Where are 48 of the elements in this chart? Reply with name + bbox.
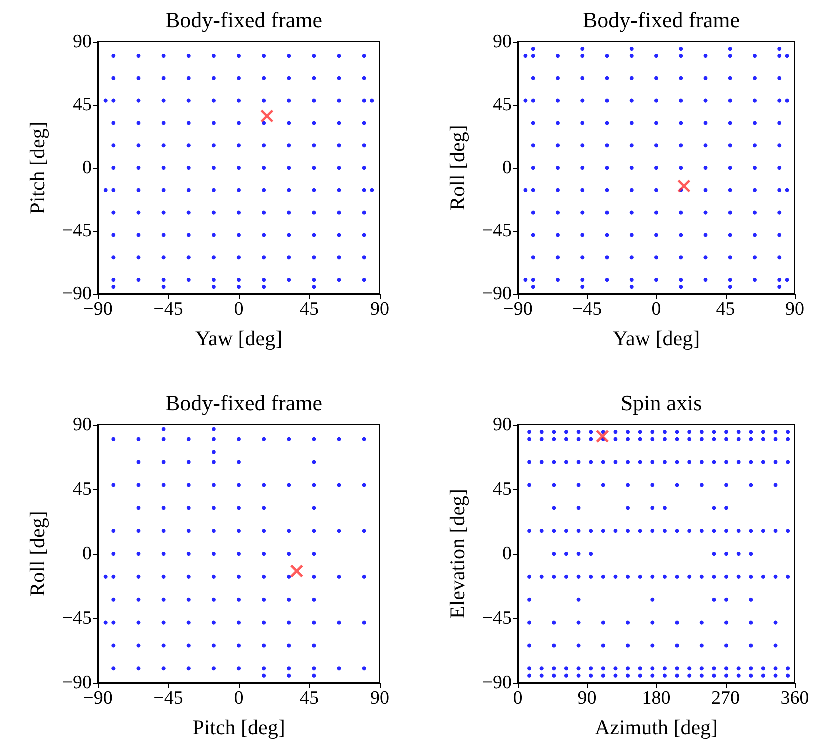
x-tick-label: 90 [370,688,390,709]
y-tick-label: 90 [73,32,92,52]
x-tick-label: 0 [234,299,244,320]
y-tick-label: −45 [62,608,92,629]
y-tick-label: −45 [62,220,92,242]
x-tick-label: 45 [300,299,319,320]
y-tick-label: −90 [62,284,92,304]
y-tick-label: 0 [502,158,512,178]
x-axis-title: Azimuth [deg] [594,716,718,740]
x-tick-label: 270 [712,688,740,709]
y-axis-title: Roll [deg] [446,125,470,211]
chart-title: Body-fixed frame [583,8,740,32]
chart-title: Spin axis [620,390,702,416]
x-tick-label: 90 [578,688,597,709]
y-tick-label: 45 [493,94,512,116]
y-tick-label: −45 [482,608,512,629]
y-axis-title: Elevation [deg] [446,488,470,620]
y-axis-title: Roll [deg] [26,511,50,597]
x-axis-title: Yaw [deg] [195,326,283,350]
x-tick-label: 45 [716,299,736,320]
y-tick-label: −90 [482,284,512,304]
x-tick-label: 360 [780,688,810,709]
x-tick-label: −45 [154,299,184,320]
x-tick-label: 0 [234,688,244,709]
x-tick-label: 90 [786,299,804,320]
chart-title: Body-fixed frame [166,8,322,32]
y-tick-label: 45 [73,94,92,116]
y-tick-label: 45 [73,479,92,500]
y-tick-label: 45 [493,479,512,500]
x-tick-label: 90 [370,299,390,320]
x-tick-label: −45 [154,688,184,709]
y-tick-label: 90 [493,414,512,436]
x-axis-title: Yaw [deg] [612,326,700,350]
y-tick-label: −45 [482,220,512,242]
y-axis-title: Pitch [deg] [26,122,50,214]
y-tick-label: 0 [82,544,92,564]
x-tick-label: 45 [300,688,319,709]
y-tick-label: 0 [502,544,512,564]
y-tick-label: 90 [73,414,92,436]
y-tick-label: −90 [62,672,92,694]
chart-title: Body-fixed frame [166,390,322,416]
y-tick-label: 0 [82,158,92,178]
y-tick-label: −90 [482,672,512,694]
x-tick-label: 180 [642,688,671,709]
x-tick-label: −45 [572,299,602,320]
x-tick-label: 0 [652,299,662,320]
y-tick-label: 90 [493,32,512,52]
x-axis-title: Pitch [deg] [192,716,286,740]
